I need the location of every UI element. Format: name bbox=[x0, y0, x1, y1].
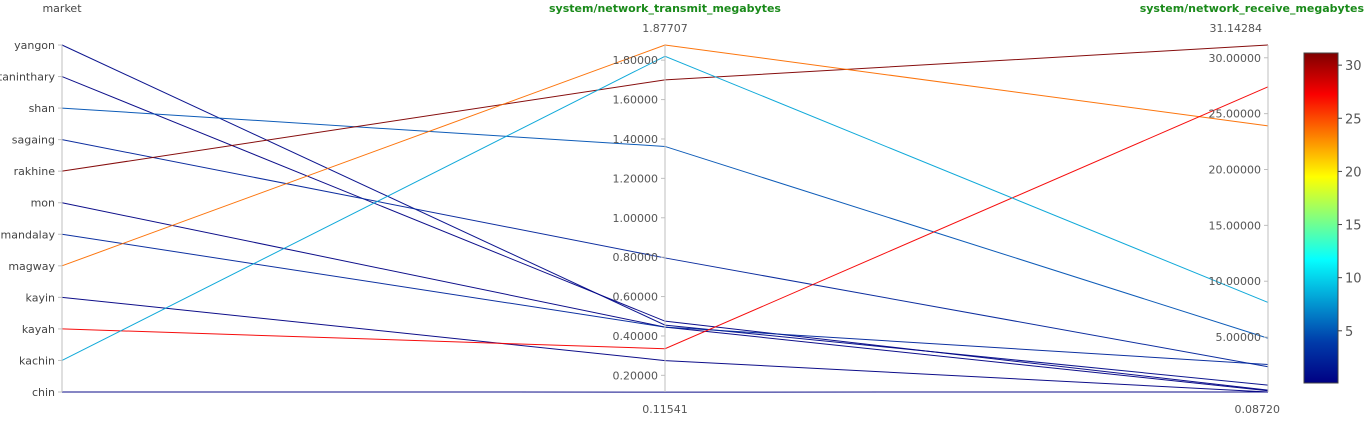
colorbar-gradient bbox=[1304, 53, 1338, 383]
tick-label: 0.40000 bbox=[613, 330, 659, 343]
category-label-mon: mon bbox=[31, 197, 55, 210]
axis-range-max: 31.14284 bbox=[1210, 22, 1263, 35]
axis-range-max: 1.87707 bbox=[642, 22, 688, 35]
colorbar-tick-label: 10 bbox=[1345, 272, 1362, 287]
category-label-magway: magway bbox=[8, 260, 55, 273]
colorbar: 5 10 15 20 25 30 bbox=[1304, 53, 1362, 383]
axis-title: market bbox=[42, 2, 82, 15]
tick-label: 0.80000 bbox=[613, 251, 659, 264]
tick-label: 5.00000 bbox=[1216, 331, 1262, 344]
category-label-kayah: kayah bbox=[22, 323, 55, 336]
category-label-yangon: yangon bbox=[14, 39, 55, 52]
tick-label: 1.00000 bbox=[613, 212, 659, 225]
axis-range-min: 0.08720 bbox=[1235, 403, 1281, 416]
tick-label: 20.00000 bbox=[1209, 164, 1262, 177]
category-label-mandalay: mandalay bbox=[1, 228, 56, 241]
axis-system-network-transmit-megabytes[interactable]: system/network_transmit_megabytes 0.20000… bbox=[549, 2, 781, 416]
category-label-shan: shan bbox=[29, 102, 55, 115]
colorbar-tick-label: 15 bbox=[1345, 219, 1362, 234]
category-label-kachin: kachin bbox=[19, 354, 55, 367]
tick-label: 1.40000 bbox=[613, 133, 659, 146]
category-label-sagaing: sagaing bbox=[12, 134, 55, 147]
category-label-rakhine: rakhine bbox=[14, 165, 56, 178]
colorbar-tick-label: 30 bbox=[1345, 59, 1362, 74]
category-label-taninthary: taninthary bbox=[0, 71, 55, 84]
axis-title: system/network_receive_megabytes bbox=[1140, 2, 1365, 15]
axes: market yangon taninthary shan sagaing rakhine… bbox=[0, 2, 1364, 416]
category-label-chin: chin bbox=[32, 386, 55, 399]
tick-label: 1.20000 bbox=[613, 172, 659, 185]
axis-market[interactable]: market yangon taninthary shan sagaing rakhine… bbox=[0, 2, 82, 399]
tick-label: 1.60000 bbox=[613, 94, 659, 107]
tick-label: 0.20000 bbox=[613, 369, 659, 382]
tick-label: 25.00000 bbox=[1209, 108, 1262, 121]
tick-label: 0.60000 bbox=[613, 291, 659, 304]
colorbar-tick-label: 20 bbox=[1345, 165, 1362, 180]
axis-title: system/network_transmit_megabytes bbox=[549, 2, 781, 15]
tick-label: 10.00000 bbox=[1209, 275, 1262, 288]
category-label-kayin: kayin bbox=[26, 291, 55, 304]
tick-label: 1.80000 bbox=[613, 54, 659, 67]
tick-label: 15.00000 bbox=[1209, 219, 1262, 232]
tick-label: 30.00000 bbox=[1209, 52, 1262, 65]
colorbar-tick-label: 5 bbox=[1345, 325, 1353, 340]
colorbar-tick-label: 25 bbox=[1345, 112, 1362, 127]
axis-range-min: 0.11541 bbox=[642, 403, 688, 416]
